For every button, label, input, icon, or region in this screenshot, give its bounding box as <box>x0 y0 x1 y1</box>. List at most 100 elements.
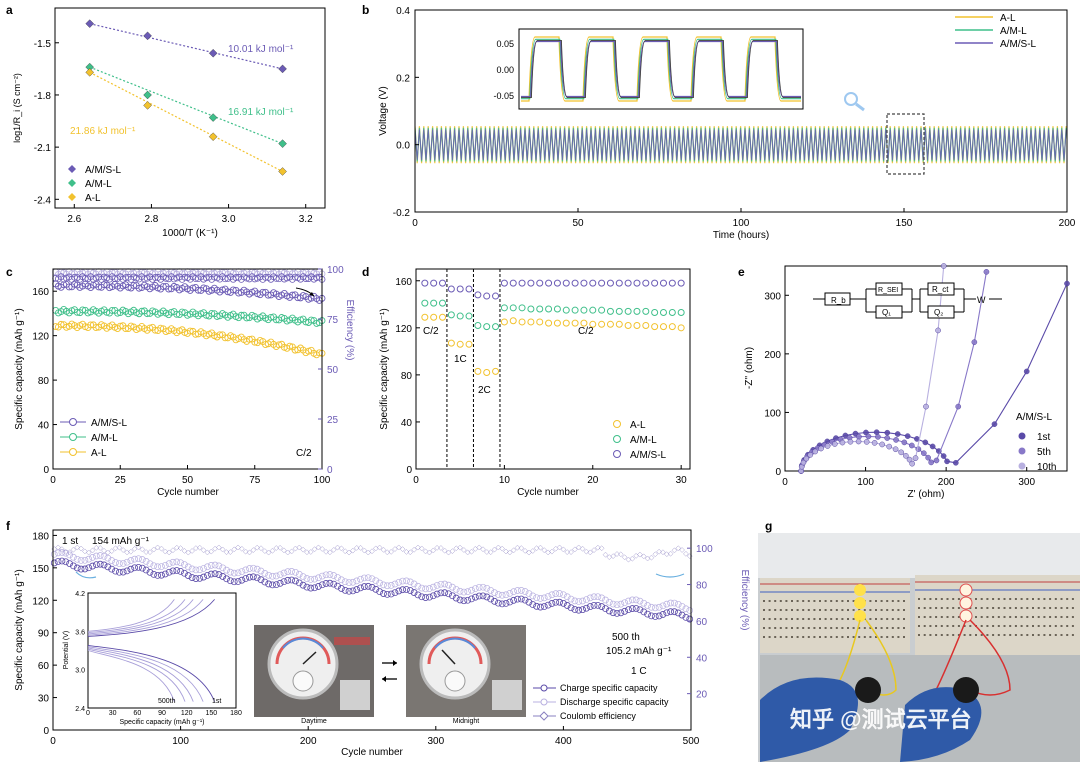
f-inset-charge <box>87 599 215 637</box>
breadboard-hole <box>1026 607 1029 609</box>
panel-f: f 0 100 200 300 400 5000306090120150180204060… <box>6 519 750 758</box>
d-point <box>527 305 535 313</box>
breadboard-hole <box>869 627 872 629</box>
b-xtick-label: 150 <box>896 218 913 229</box>
f-discharge-point <box>345 579 353 586</box>
breadboard-hole <box>791 636 793 638</box>
d-point <box>668 279 676 287</box>
d-point <box>606 307 614 315</box>
f-xtick-label: 0 <box>50 736 56 747</box>
f-discharge-point <box>253 565 261 573</box>
f-charge-point <box>426 593 433 601</box>
breadboard-hole <box>779 627 782 629</box>
f-discharge-point <box>338 576 345 584</box>
c-point <box>143 310 151 318</box>
f-charge-point <box>602 605 609 613</box>
f-coulomb-point <box>128 548 134 555</box>
panel-a-points <box>85 19 287 176</box>
breadboard-hole <box>997 634 1000 636</box>
d-point <box>492 367 500 375</box>
f-charge-point <box>269 581 276 589</box>
breadboard-hole <box>935 634 938 636</box>
f-discharge-point <box>85 555 93 563</box>
f-charge-point <box>636 606 644 614</box>
panel-b-inset-traces <box>521 36 801 102</box>
f-coulomb-point <box>319 546 326 552</box>
panel-b-inset: 0.05 0.00 -0.05 <box>493 28 804 110</box>
breadboard-hole <box>1054 598 1057 600</box>
c-point <box>65 283 73 291</box>
panel-f-arrow-left <box>75 571 97 579</box>
panel-c-y2label: Efficiency (%) <box>344 300 355 361</box>
led-yellow-1 <box>854 584 866 596</box>
f-discharge-point <box>154 563 161 571</box>
f-charge-point <box>560 599 567 607</box>
f-charge-point <box>483 593 491 601</box>
panel-a-label-al: 21.86 kJ mol⁻¹ <box>70 126 136 137</box>
breadboard-hole <box>929 625 932 627</box>
breadboard-hole <box>858 636 861 638</box>
f-coulomb-point <box>660 549 666 556</box>
circuit-label-rct: R_ct <box>932 285 949 294</box>
legend-d-aml: A/M-L <box>630 435 657 446</box>
f-coulomb-point <box>334 544 341 551</box>
panel-f-inset-curves <box>87 599 216 702</box>
d-point <box>615 279 623 287</box>
f-coulomb-point <box>350 547 356 554</box>
f-charge-point <box>506 598 514 606</box>
c-y2tick-label: 50 <box>327 365 339 376</box>
legend-label-al: A-L <box>85 193 101 204</box>
d-point <box>545 305 553 313</box>
f-discharge-point <box>215 562 223 570</box>
f-coulomb-point <box>223 549 230 555</box>
breadboard-hole <box>841 600 844 602</box>
breadboard-hole <box>1014 598 1017 600</box>
c-ytick-label: 80 <box>38 376 50 387</box>
f-coulomb-point <box>499 545 505 552</box>
breadboard-hole <box>992 616 995 618</box>
f-coulomb-point <box>231 546 237 553</box>
d-point <box>492 323 500 331</box>
f-discharge-point <box>230 569 238 577</box>
f-charge-point <box>625 606 632 614</box>
c-point <box>235 289 243 297</box>
f-discharge-point <box>326 571 334 578</box>
panel-e-curves <box>798 263 1070 474</box>
f-charge-point <box>460 597 468 605</box>
f-coulomb-point <box>595 544 601 551</box>
f-discharge-point <box>491 589 498 596</box>
e-point <box>856 433 862 440</box>
breadboard-hole <box>802 609 805 611</box>
f-coulomb-point <box>679 547 685 553</box>
e-point <box>886 443 893 450</box>
breadboard-hole <box>923 625 926 627</box>
f-coulomb-point <box>239 546 245 552</box>
f-inset-discharge <box>87 644 216 702</box>
f-inset-charge <box>87 599 175 632</box>
f-charge-point <box>491 597 498 605</box>
f-coulomb-point <box>373 545 379 552</box>
f-charge-point <box>192 575 200 582</box>
f-coulomb-point <box>162 548 169 555</box>
breadboard-hole <box>1032 625 1034 627</box>
f-charge-point <box>318 581 326 589</box>
panel-f-last-cycle: 500 th <box>612 632 640 643</box>
f-charge-point <box>138 564 146 572</box>
f-discharge-point <box>169 558 177 566</box>
f-coulomb-point <box>480 546 486 553</box>
e-point <box>940 263 947 269</box>
d-point <box>659 323 667 331</box>
f-discharge-point <box>70 553 77 561</box>
panel-a-label-amsl: 10.01 kJ mol⁻¹ <box>228 44 294 55</box>
f-discharge-point <box>387 582 395 589</box>
f-charge-point <box>238 576 246 584</box>
f-inset-discharge <box>87 646 204 702</box>
panel-f-points <box>50 544 694 623</box>
d-point <box>677 309 685 317</box>
e-ytick-label: 200 <box>764 350 781 361</box>
f-charge-point <box>391 589 399 597</box>
e-point <box>940 453 947 459</box>
f-discharge-point <box>341 578 349 586</box>
b-xtick-label: 0 <box>412 218 418 229</box>
d-point <box>474 321 482 329</box>
